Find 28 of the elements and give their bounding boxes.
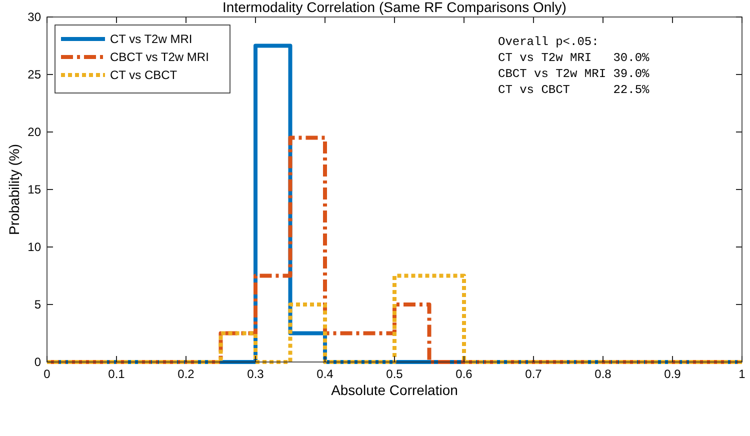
y-tick-label: 5	[34, 298, 42, 312]
x-tick-label: 0.2	[178, 367, 195, 381]
x-tick-label: 0.9	[664, 367, 682, 381]
x-tick-label: 0.8	[594, 367, 612, 381]
x-axis-title: Absolute Correlation	[331, 382, 458, 398]
annotation: CT vs CBCT 22.5%	[498, 83, 650, 97]
legend-label: CT vs CBCT	[110, 68, 178, 82]
chart-title: Intermodality Correlation (Same RF Comparisons Only)	[222, 0, 566, 15]
annotation: CBCT vs T2w MRI 39.0%	[498, 67, 650, 81]
legend-label: CT vs T2w MRI	[110, 32, 192, 46]
x-tick-label: 0.5	[386, 367, 404, 381]
y-tick-label: 20	[28, 125, 42, 139]
x-tick-label: 0.1	[108, 367, 126, 381]
y-tick-label: 30	[28, 10, 42, 24]
annotation: Overall p<.05:	[498, 35, 599, 49]
y-tick-label: 25	[28, 68, 42, 82]
x-tick-label: 1	[738, 367, 746, 381]
x-tick-label: 0	[44, 367, 51, 381]
annotation: CT vs T2w MRI 30.0%	[498, 51, 650, 65]
x-tick-label: 0.4	[316, 367, 334, 381]
x-tick-label: 0.7	[525, 367, 542, 381]
y-tick-label: 0	[34, 355, 42, 369]
y-axis-title: Probability (%)	[6, 144, 22, 236]
legend-label: CBCT vs T2w MRI	[110, 50, 209, 64]
y-tick-label: 15	[28, 182, 42, 196]
x-tick-label: 0.3	[247, 367, 264, 381]
x-tick-label: 0.6	[456, 367, 473, 381]
y-tick-label: 10	[28, 240, 42, 254]
